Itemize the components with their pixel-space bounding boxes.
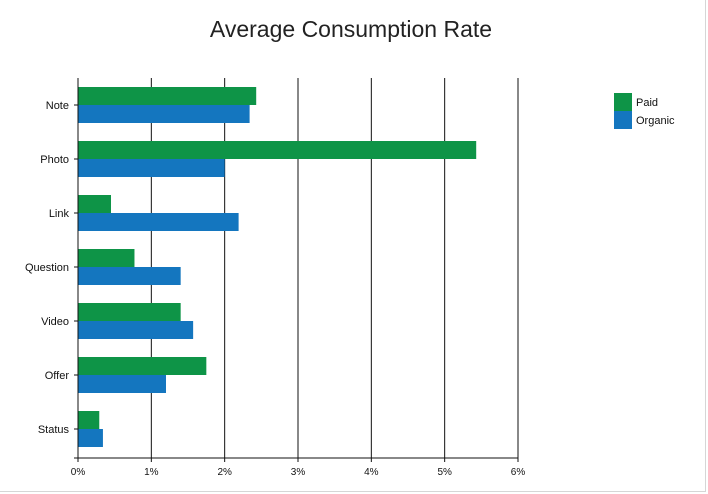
bar-paid-link xyxy=(78,195,111,213)
legend-label-paid: Paid xyxy=(636,97,658,109)
x-tick-label: 3% xyxy=(291,467,306,478)
bar-organic-offer xyxy=(78,375,166,393)
bar-paid-status xyxy=(78,411,100,429)
bar-paid-note xyxy=(78,87,257,105)
bar-organic-photo xyxy=(78,159,225,177)
legend-swatch-paid xyxy=(614,93,632,111)
bar-paid-photo xyxy=(78,141,477,159)
legend: Paid Organic xyxy=(614,93,675,129)
category-label: Video xyxy=(41,316,69,328)
category-label: Status xyxy=(38,424,70,436)
legend-swatch-organic xyxy=(614,111,632,129)
x-tick-label: 6% xyxy=(511,467,526,478)
bar-organic-video xyxy=(78,321,194,339)
bar-paid-video xyxy=(78,303,181,321)
chart-title: Average Consumption Rate xyxy=(209,16,493,42)
x-tick-label: 5% xyxy=(437,467,452,478)
x-tick-label: 1% xyxy=(144,467,159,478)
category-labels: Note Photo Link Question Video Offer Status xyxy=(25,100,70,436)
category-label: Question xyxy=(25,262,69,274)
bar-paid-offer xyxy=(78,357,207,375)
x-tick-label: 0% xyxy=(71,467,86,478)
axes xyxy=(74,78,518,462)
bar-paid-question xyxy=(78,249,135,267)
bar-organic-link xyxy=(78,213,239,231)
category-label: Link xyxy=(49,208,70,220)
category-label: Offer xyxy=(45,370,70,382)
bar-organic-question xyxy=(78,267,181,285)
x-tick-labels: 0% 1% 2% 3% 4% 5% 6% xyxy=(71,467,526,478)
bar-organic-note xyxy=(78,105,250,123)
category-label: Note xyxy=(46,100,69,112)
legend-label-organic: Organic xyxy=(636,115,675,127)
category-label: Photo xyxy=(40,154,69,166)
bars xyxy=(78,87,477,447)
x-tick-label: 2% xyxy=(217,467,232,478)
gridlines xyxy=(150,78,519,462)
bar-organic-status xyxy=(78,429,103,447)
x-tick-label: 4% xyxy=(364,467,379,478)
